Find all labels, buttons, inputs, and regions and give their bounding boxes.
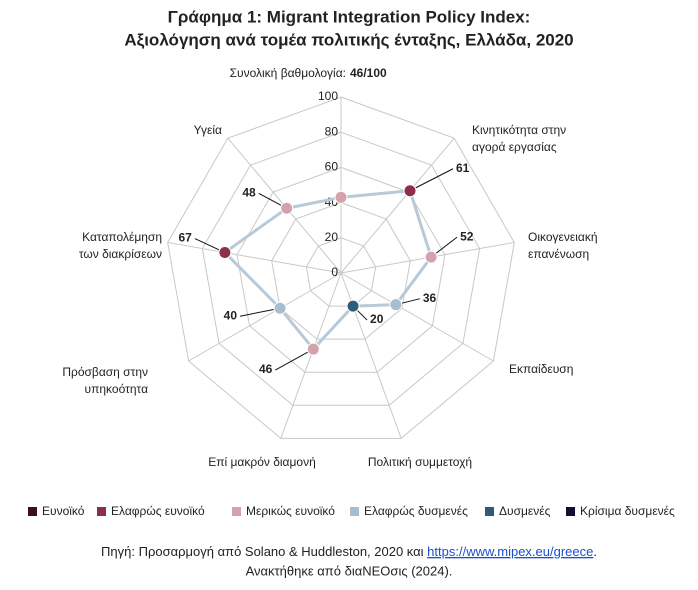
legend-swatch [485,507,494,516]
category-label: Εκπαίδευση [509,362,573,376]
source: Πηγή: Προσαρμογή από Solano & Huddleston… [101,544,597,559]
category-label: Πολιτική συμμετοχή [368,455,472,469]
chart-title-line: Γράφημα 1: Migrant Integration Policy In… [168,7,531,26]
chart-subtitle: Συνολική βαθμολογία: [230,66,346,80]
value-label: 67 [179,231,193,245]
data-point [273,301,287,315]
overall-score: 46/100 [350,66,387,80]
r-tick-label: 0 [331,265,338,279]
r-tick-label: 80 [325,124,339,138]
legend-swatch [350,507,359,516]
value-label: 46 [259,362,273,376]
legend-label: Ελαφρώς ευνοϊκό [111,504,205,518]
spoke [280,272,342,439]
source-prefix: Πηγή: Προσαρμογή από Solano & Huddleston… [101,544,427,559]
legend-swatch [232,507,241,516]
grid-ring [271,202,411,340]
source-link[interactable]: https://www.mipex.eu/greece [427,544,593,559]
leader-line [409,168,454,192]
spoke [340,272,494,362]
data-point [334,190,348,204]
value-label: 20 [370,312,384,326]
value-label: 52 [460,229,474,243]
category-label: Πρόσβαση στην υπηκοότητα [62,365,148,396]
value-label: 48 [242,185,256,199]
value-label: 36 [423,291,437,305]
chart-title-line: Αξιολόγηση ανά τομέα πολιτικής ένταξης, … [124,30,573,49]
value-label: 40 [224,308,238,322]
source-line: Ανακτήθηκε από διαΝΕΟσις (2024). [246,563,453,578]
r-tick-label: 100 [318,89,338,103]
legend-label: Ελαφρώς δυσμενές [364,504,468,518]
value-label: 61 [456,161,470,175]
data-point [218,246,232,260]
data-point [280,201,294,215]
grid-ring [167,96,515,439]
category-label: Επί μακρόν διαμονή [208,455,316,469]
data-point [346,299,360,313]
r-tick-label: 60 [325,160,339,174]
legend-label: Μερικώς ευνοϊκό [246,504,335,518]
data-point [424,250,438,264]
spoke [188,272,342,362]
data-point [403,184,417,198]
grid-ring [236,166,446,373]
legend-label: Ευνοϊκό [42,504,85,518]
spoke [340,137,455,274]
leader-line [275,348,314,371]
legend-label: Δυσμενές [499,504,551,518]
category-label: Υγεία [194,123,222,137]
data-point [389,298,403,312]
source-suffix: . [593,544,597,559]
legend-swatch [28,507,37,516]
legend-swatch [566,507,575,516]
category-label: Οικογενειακή επανένωση [528,230,598,261]
data-line [223,189,433,351]
category-label: Καταπολέμηση των διακρίσεων [79,230,162,261]
grid-ring [305,237,377,307]
leader-line [239,307,281,317]
grid-ring [201,131,481,406]
r-tick-label: 20 [325,230,339,244]
spoke [167,241,342,274]
legend-swatch [97,507,106,516]
legend-label: Κρίσιμα δυσμενές [580,504,675,518]
category-label: Κινητικότητα στην αγορά εργασίας [472,123,566,154]
spoke [340,272,402,439]
data-point [306,342,320,356]
